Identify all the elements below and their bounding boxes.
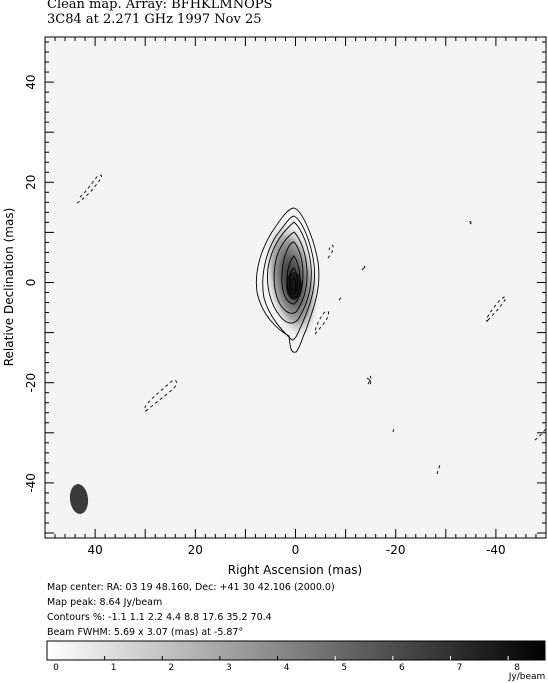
contours-text: Contours %: -1.1 1.1 2.2 4.4 8.8 17.6 35… [47, 612, 272, 623]
negative-contours [76, 174, 546, 475]
colorbar-tick-label: 8 [514, 663, 520, 673]
y-axis-title: Relative Declination (mas) [2, 208, 16, 367]
map-center-text: Map center: RA: 03 19 48.160, Dec: +41 3… [47, 582, 335, 593]
y-tick-label: -40 [24, 473, 38, 493]
beam-text: Beam FWHM: 5.69 x 3.07 (mas) at -5.87° [47, 627, 244, 638]
x-tick-label: 0 [292, 543, 300, 557]
x-tick-label: -40 [486, 543, 506, 557]
axis-tick-labels: 40 20 0 -20 -40 40 20 0 -20 -40 [24, 74, 506, 557]
y-tick-label: 40 [24, 74, 38, 89]
x-tick-label: -20 [386, 543, 406, 557]
map-peak-text: Map peak: 8.64 Jy/beam [47, 597, 163, 608]
x-tick-label: 40 [87, 543, 102, 557]
y-tick-label: 20 [24, 175, 38, 190]
colorbar-tick-label: 0 [53, 663, 59, 673]
beam-ellipse [69, 484, 89, 514]
map-subtitle: 3C84 at 2.271 GHz 1997 Nov 25 [47, 12, 262, 27]
colorbar-tick-label: 5 [341, 663, 347, 673]
y-tick-label: 0 [24, 279, 38, 287]
axis-ticks [44, 37, 547, 538]
small-positive-contours [361, 221, 472, 385]
colorbar-tick-label: 3 [226, 663, 232, 673]
colorbar-tick-label: 4 [284, 663, 290, 673]
colorbar-tick-label: 1 [111, 663, 117, 673]
x-axis-title: Right Ascension (mas) [228, 563, 362, 577]
colorbar-tick-label: 7 [457, 663, 463, 673]
colorbar [46, 640, 546, 661]
colorbar-tick-label: 2 [168, 663, 174, 673]
positive-contours [255, 207, 320, 353]
y-tick-label: -20 [24, 373, 38, 393]
colorbar-tick-label: 6 [399, 663, 405, 673]
map-title: Clean map. Array: BFHKLMNOPS [47, 0, 273, 12]
colorbar-unit: Jy/beam [508, 672, 546, 682]
x-tick-label: 20 [188, 543, 203, 557]
colorbar-ticks: 0 1 2 3 4 5 6 7 8 [46, 656, 520, 673]
